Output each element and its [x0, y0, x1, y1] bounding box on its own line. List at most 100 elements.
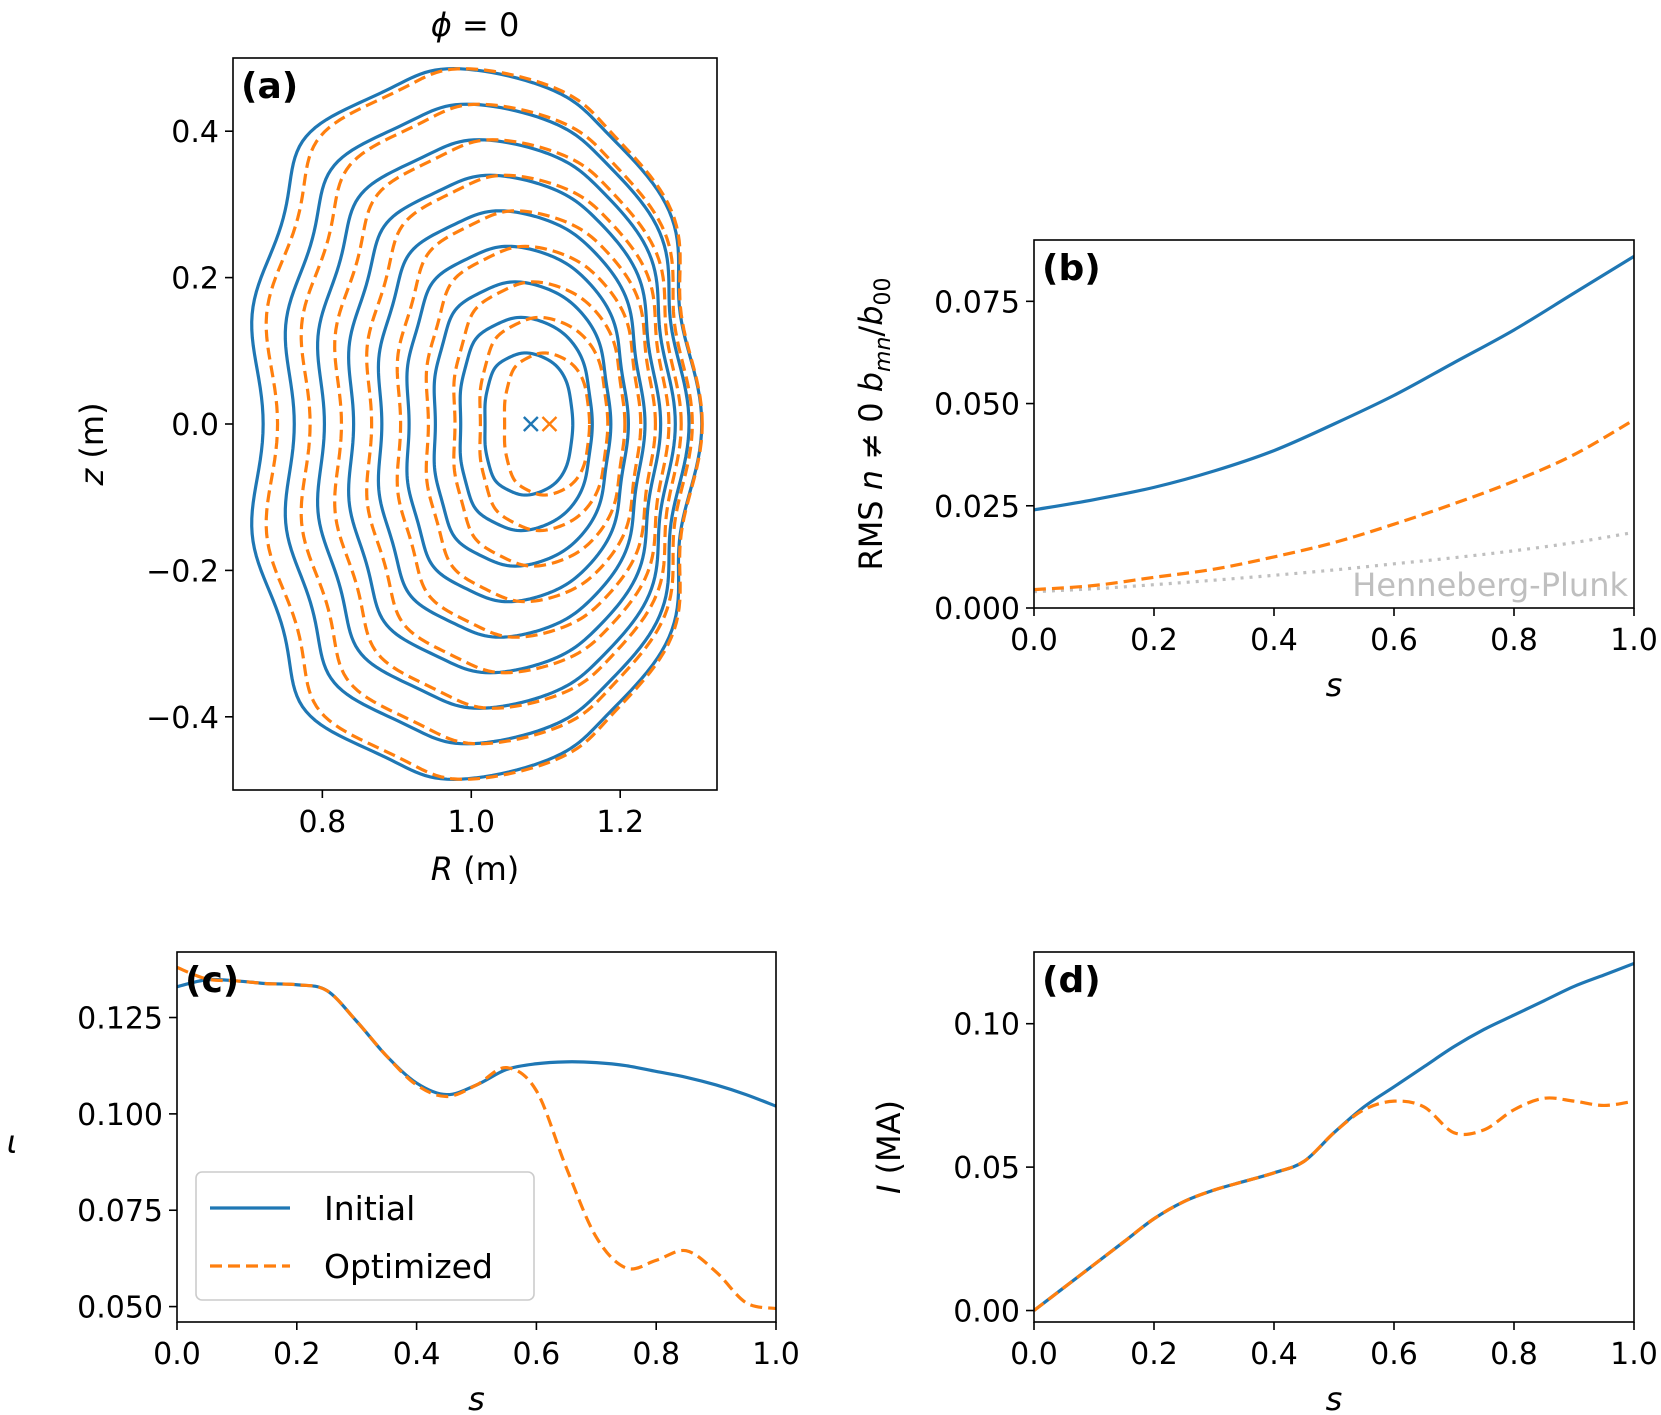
- surface-optimized: [264, 67, 704, 781]
- surface-initial: [347, 173, 663, 675]
- x-tick-label: 0.8: [298, 805, 346, 840]
- x-tick-label: 0.8: [1490, 623, 1538, 658]
- panel-a-title: ϕ = 0: [431, 6, 520, 44]
- ylabel-symbol: I: [870, 1185, 908, 1194]
- x-tick-label: 1.0: [1610, 1337, 1658, 1372]
- panel-d-xlabel: s: [1326, 1380, 1343, 1415]
- series-group-d: [1034, 961, 1634, 1312]
- ylabel-symbol: z: [73, 468, 111, 487]
- axes-b: 0.0 0.2 0.4 0.6 0.8 1.0 0.000 0.025 0.050 0.075: [934, 285, 1658, 658]
- ylabel-b: b: [852, 372, 890, 392]
- y-tick-label: 0.05: [953, 1151, 1020, 1186]
- legend-label-optimized: Optimized: [324, 1247, 493, 1286]
- plot-frame-b: [1033, 239, 1635, 609]
- flux-surfaces: [250, 67, 704, 781]
- series-line-initial: [177, 977, 776, 1108]
- y-tick-label: 0.100: [77, 1098, 163, 1133]
- x-tick-label: 0.8: [632, 1337, 680, 1372]
- x-tick-label: 0.0: [1010, 623, 1058, 658]
- surface-optimized: [502, 351, 592, 497]
- panel-a-label: (a): [241, 66, 298, 107]
- ylabel-sub-00: 00: [871, 277, 896, 305]
- axes-c: 0.0 0.2 0.4 0.6 0.8 1.0 0.050 0.075 0.100 0.125: [77, 1002, 800, 1372]
- x-tick-label: 0.2: [1130, 1337, 1178, 1372]
- panel-d-ylabel: I (MA): [870, 1100, 908, 1194]
- surface-initial: [483, 351, 575, 497]
- panel-a-xlabel: R (m): [431, 850, 520, 888]
- ylabel-sub-mn: mn: [871, 337, 896, 372]
- series-group-b: [1034, 254, 1634, 594]
- y-tick-label: 0.075: [77, 1194, 163, 1229]
- ylabel-rest: (MA): [870, 1100, 908, 1185]
- panel-b-ylabel: RMS n ≠ 0 bmn/b00: [852, 277, 896, 570]
- x-tick-label: 0.4: [1250, 623, 1298, 658]
- axes-d: 0.0 0.2 0.4 0.6 0.8 1.0 0.00 0.05 0.10: [953, 1008, 1658, 1372]
- panel-c-label: (c): [185, 960, 239, 1001]
- title-symbol: ϕ: [431, 6, 452, 44]
- plot-frame-c: [176, 951, 777, 1323]
- plot-frame-d: [1033, 951, 1635, 1323]
- plot-frame-a: [232, 57, 718, 791]
- axes-a: 0.8 1.0 1.2 −0.4 −0.2 0.0 0.2 0.4: [146, 115, 644, 840]
- surface-initial: [405, 244, 631, 604]
- series-line-optimized: [1034, 418, 1634, 592]
- surface-initial: [283, 102, 691, 746]
- x-tick-label: 0.6: [513, 1337, 561, 1372]
- axis-marker-initial: [522, 416, 539, 432]
- y-tick-label: 0.050: [77, 1291, 163, 1326]
- henneberg-plunk-annotation: Henneberg-Plunk: [1352, 566, 1628, 604]
- ylabel-n: n: [852, 470, 890, 490]
- x-tick-label: 0.0: [153, 1337, 201, 1372]
- x-tick-label: 1.2: [596, 805, 644, 840]
- surface-optimized: [478, 315, 610, 533]
- x-tick-label: 1.0: [447, 805, 495, 840]
- series-line-initial: [1034, 254, 1634, 512]
- x-tick-label: 0.6: [1370, 1337, 1418, 1372]
- panel-c-ylabel: ι: [7, 1123, 18, 1161]
- surface-optimized: [299, 102, 694, 746]
- panel-b-xlabel: s: [1326, 666, 1343, 704]
- legend-label-initial: Initial: [324, 1189, 415, 1228]
- ylabel-rms: RMS: [852, 490, 890, 570]
- y-tick-label: 0.050: [934, 388, 1020, 423]
- surface-optimized: [333, 138, 683, 710]
- x-tick-label: 0.4: [1250, 1337, 1298, 1372]
- panel-a-ylabel: z (m): [73, 402, 111, 486]
- surface-optimized: [395, 209, 658, 639]
- y-tick-label: 0.075: [934, 285, 1020, 320]
- panel-d-label: (d): [1042, 960, 1101, 1001]
- ylabel-slash: /: [852, 326, 890, 337]
- y-tick-label: 0.000: [934, 592, 1020, 627]
- legend: Initial Optimized: [195, 1171, 535, 1301]
- x-tick-label: 1.0: [1610, 623, 1658, 658]
- y-tick-label: 0.2: [171, 262, 219, 297]
- y-tick-label: 0.4: [171, 115, 219, 150]
- xlabel-symbol: R: [431, 850, 453, 888]
- surface-optimized: [365, 173, 671, 675]
- y-tick-label: 0.10: [953, 1008, 1020, 1043]
- ylabel-rest: (m): [73, 402, 111, 468]
- ylabel-b2: b: [852, 305, 890, 325]
- surface-optimized: [452, 280, 627, 568]
- series-group-c: [177, 965, 776, 1311]
- y-tick-label: 0.0: [171, 408, 219, 443]
- surface-initial: [376, 209, 647, 639]
- y-tick-label: −0.2: [146, 554, 219, 589]
- title-rest: = 0: [452, 6, 520, 44]
- series-line-optimized: [1034, 1096, 1634, 1312]
- x-tick-label: 0.6: [1370, 623, 1418, 658]
- surface-initial: [315, 138, 677, 710]
- x-tick-label: 0.2: [273, 1337, 321, 1372]
- x-tick-label: 0.0: [1010, 1337, 1058, 1372]
- x-tick-label: 1.0: [752, 1337, 800, 1372]
- y-tick-label: 0.00: [953, 1295, 1020, 1330]
- x-tick-label: 0.4: [393, 1337, 441, 1372]
- series-line-optimized: [177, 965, 776, 1311]
- surface-optimized: [424, 244, 643, 604]
- surface-initial: [458, 315, 594, 533]
- y-tick-label: −0.4: [146, 701, 219, 736]
- surface-initial: [250, 67, 704, 781]
- x-tick-label: 0.2: [1130, 623, 1178, 658]
- legend-box: [195, 1171, 535, 1301]
